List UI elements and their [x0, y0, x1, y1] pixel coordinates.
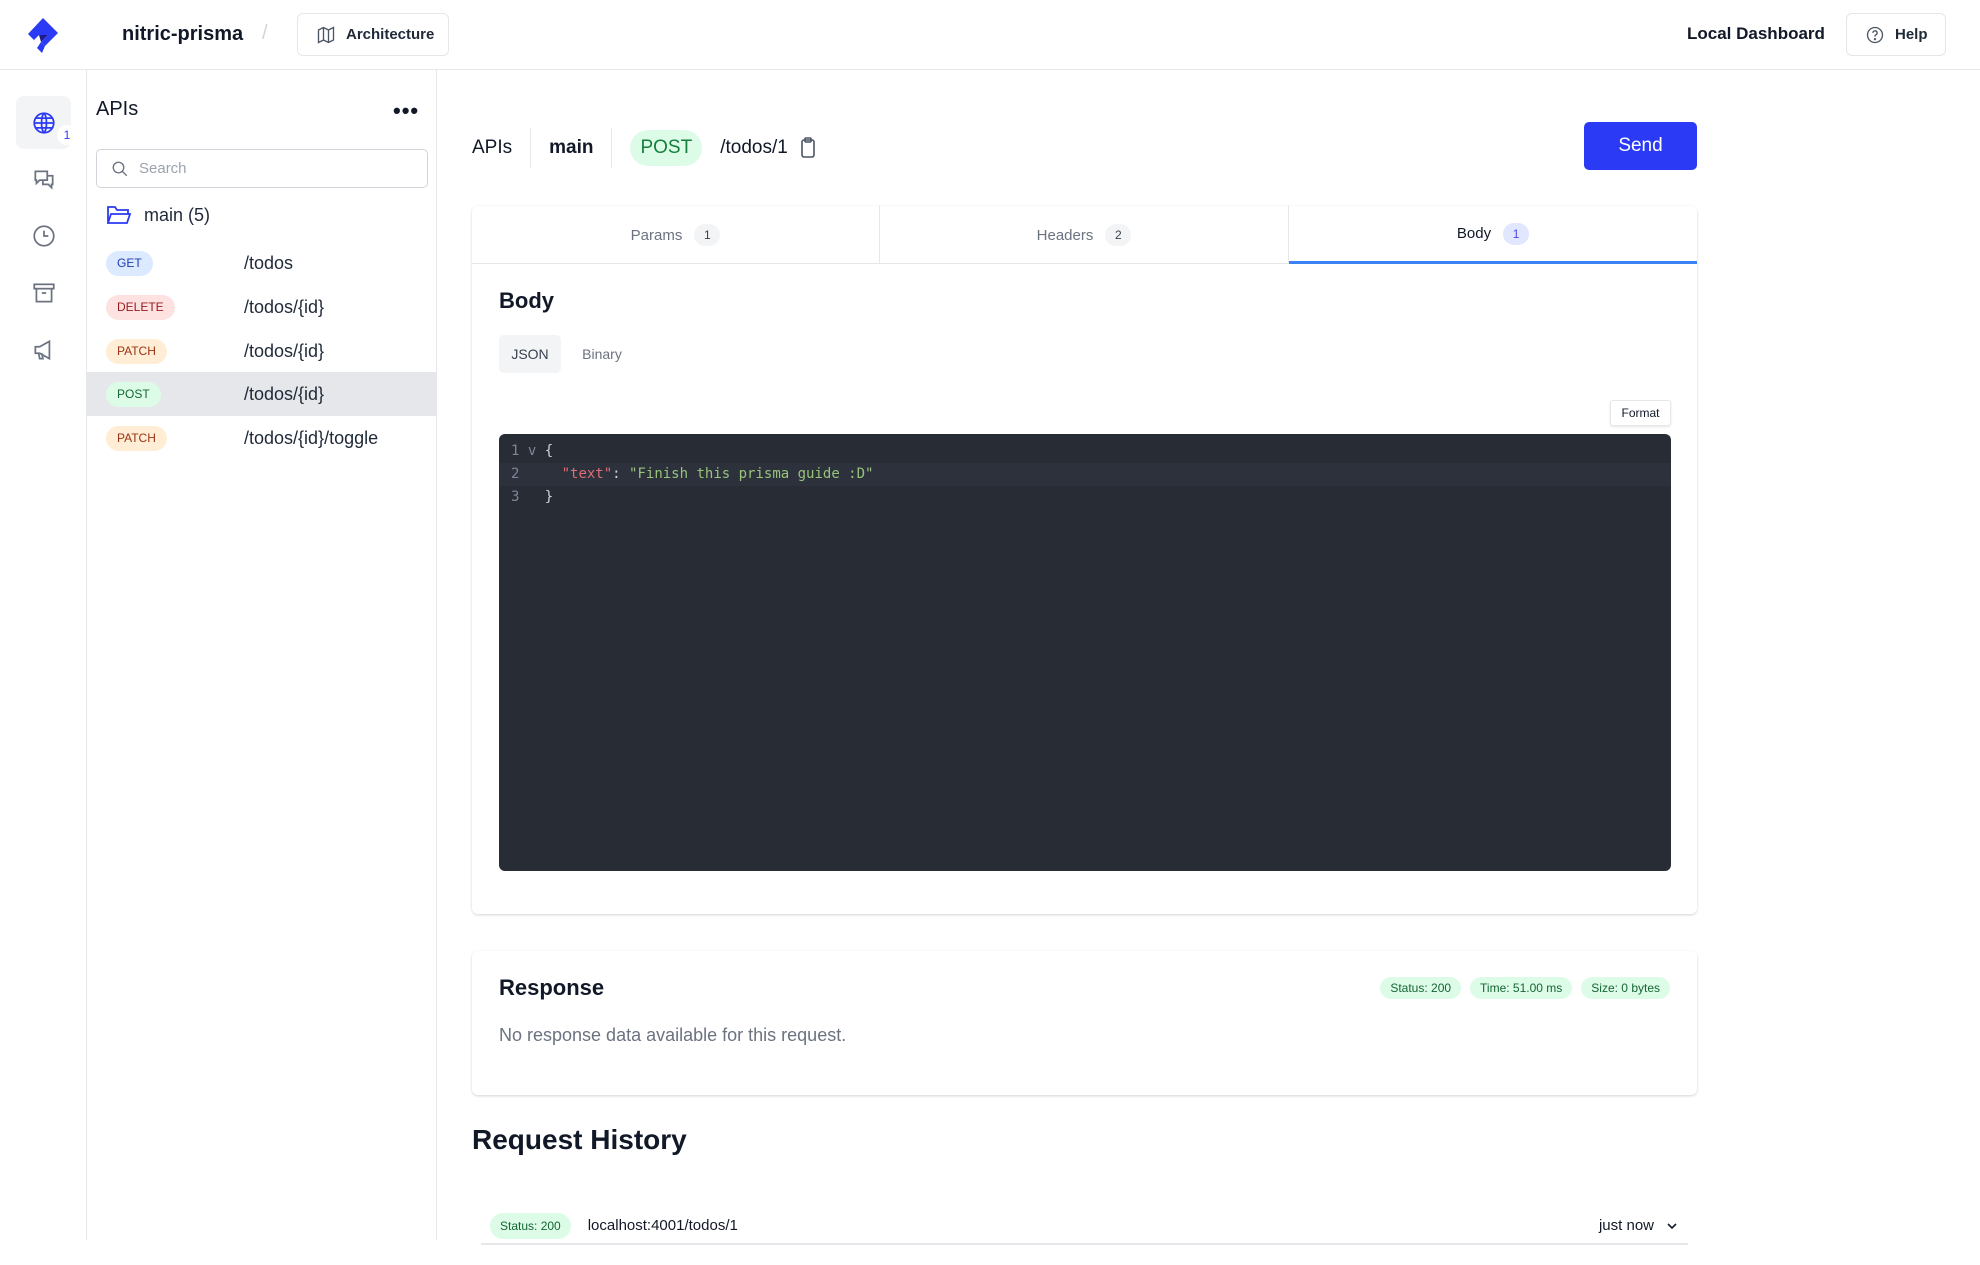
tab-label: Params	[630, 226, 683, 244]
architecture-label: Architecture	[346, 26, 435, 43]
tab-label: Body	[1456, 225, 1492, 242]
api-sidebar: APIs ••• Search main (5) GET /todos DELE…	[87, 70, 437, 1240]
body-type-json[interactable]: JSON	[499, 335, 561, 373]
status-badge: Status: 200	[1380, 977, 1462, 999]
history-time: just now	[1598, 1217, 1654, 1234]
response-stats: Status: 200 Time: 51.00 ms Size: 0 bytes	[1380, 977, 1670, 999]
route-path: /todos	[244, 252, 294, 273]
format-button[interactable]: Format	[1610, 400, 1671, 426]
icon-rail: 1	[0, 70, 87, 1240]
request-card: Params 1 Headers 2 Body 1 Body JSON Binary …	[472, 206, 1697, 914]
tab-label: Headers	[1036, 226, 1094, 244]
request-path: /todos/1	[720, 137, 788, 158]
route-path: /todos/{id}	[244, 296, 325, 317]
response-empty-text: No response data available for this requ…	[499, 1025, 847, 1045]
tab-headers[interactable]: Headers 2	[880, 206, 1289, 264]
code-line: 3 }	[511, 489, 554, 505]
group-label: main (5)	[144, 204, 211, 225]
tab-count: 1	[1503, 222, 1530, 245]
tab-bar: Params 1 Headers 2 Body 1	[472, 206, 1697, 264]
code-line: 2 "text": "Finish this prisma guide :D"	[499, 463, 1671, 486]
code-line: 1 v {	[511, 443, 554, 459]
method-badge: PATCH	[106, 338, 167, 364]
more-options-icon[interactable]: •••	[393, 98, 420, 123]
json-editor[interactable]: 1 v { 2 "text": "Finish this prisma guid…	[499, 434, 1671, 871]
search-placeholder: Search	[139, 160, 187, 177]
history-title: Request History	[472, 1124, 687, 1155]
request-breadcrumb: APIs main POST /todos/1	[472, 128, 816, 168]
breadcrumb-separator: /	[262, 22, 268, 44]
rail-apis[interactable]: 1	[16, 96, 77, 149]
search-icon	[112, 161, 128, 176]
method-badge: PATCH	[106, 425, 167, 451]
crumb-service[interactable]: main	[531, 128, 613, 168]
rail-badge: 1	[57, 125, 77, 145]
rail-topics[interactable]	[16, 323, 71, 376]
crumb-apis[interactable]: APIs	[472, 128, 532, 168]
body-type-binary[interactable]: Binary	[582, 346, 622, 362]
clipboard-icon[interactable]	[800, 137, 816, 159]
folder-open-icon	[106, 206, 132, 224]
tab-count: 1	[694, 224, 721, 246]
panel-title: APIs	[96, 98, 139, 120]
chat-icon	[33, 170, 54, 190]
project-name: nitric-prisma	[122, 23, 244, 45]
route-path: /todos/{id}	[244, 340, 325, 361]
megaphone-icon	[33, 339, 50, 360]
clock-icon	[32, 224, 55, 247]
route-path: /todos/{id}/toggle	[244, 427, 379, 448]
time-badge: Time: 51.00 ms	[1470, 977, 1573, 999]
archive-icon	[32, 282, 55, 303]
help-button[interactable]: Help	[1846, 13, 1946, 56]
group-main[interactable]: main (5)	[106, 204, 210, 226]
help-label: Help	[1895, 26, 1928, 43]
rail-messages[interactable]	[16, 152, 71, 205]
map-icon	[317, 25, 335, 44]
tab-count: 2	[1105, 224, 1132, 246]
history-url: localhost:4001/todos/1	[587, 1217, 738, 1234]
help-circle-icon	[1866, 26, 1884, 43]
chevron-down-icon[interactable]	[1666, 1220, 1678, 1232]
route-item-selected[interactable]: POST /todos/{id}	[87, 372, 437, 416]
tab-body[interactable]: Body 1	[1289, 206, 1697, 264]
method-badge: GET	[106, 250, 153, 276]
response-card: Response Status: 200 Time: 51.00 ms Size…	[472, 951, 1697, 1095]
history-item[interactable]: Status: 200 localhost:4001/todos/1 just …	[481, 1208, 1688, 1245]
rail-storage[interactable]	[16, 266, 71, 319]
globe-icon	[32, 111, 55, 134]
size-badge: Size: 0 bytes	[1581, 977, 1670, 999]
route-item[interactable]: PATCH /todos/{id}	[87, 329, 437, 373]
send-button[interactable]: Send	[1584, 122, 1697, 170]
route-item[interactable]: PATCH /todos/{id}/toggle	[87, 416, 437, 460]
route-item[interactable]: DELETE /todos/{id}	[87, 285, 437, 329]
method-badge: POST	[630, 130, 703, 166]
architecture-button[interactable]: Architecture	[297, 13, 449, 56]
route-path: /todos/{id}	[244, 383, 325, 404]
local-dashboard-link[interactable]: Local Dashboard	[1687, 24, 1825, 43]
route-item[interactable]: GET /todos	[87, 241, 437, 285]
top-bar: nitric-prisma / Architecture Local Dashb…	[0, 0, 1980, 70]
status-badge: Status: 200	[490, 1212, 571, 1239]
response-title: Response	[499, 975, 605, 1000]
search-input[interactable]: Search	[96, 149, 428, 188]
nitric-logo[interactable]	[26, 18, 60, 59]
body-title: Body	[499, 288, 554, 313]
method-badge: POST	[106, 381, 161, 407]
tab-params[interactable]: Params 1	[472, 206, 880, 264]
method-badge: DELETE	[106, 294, 175, 320]
rail-schedules[interactable]	[16, 209, 71, 262]
